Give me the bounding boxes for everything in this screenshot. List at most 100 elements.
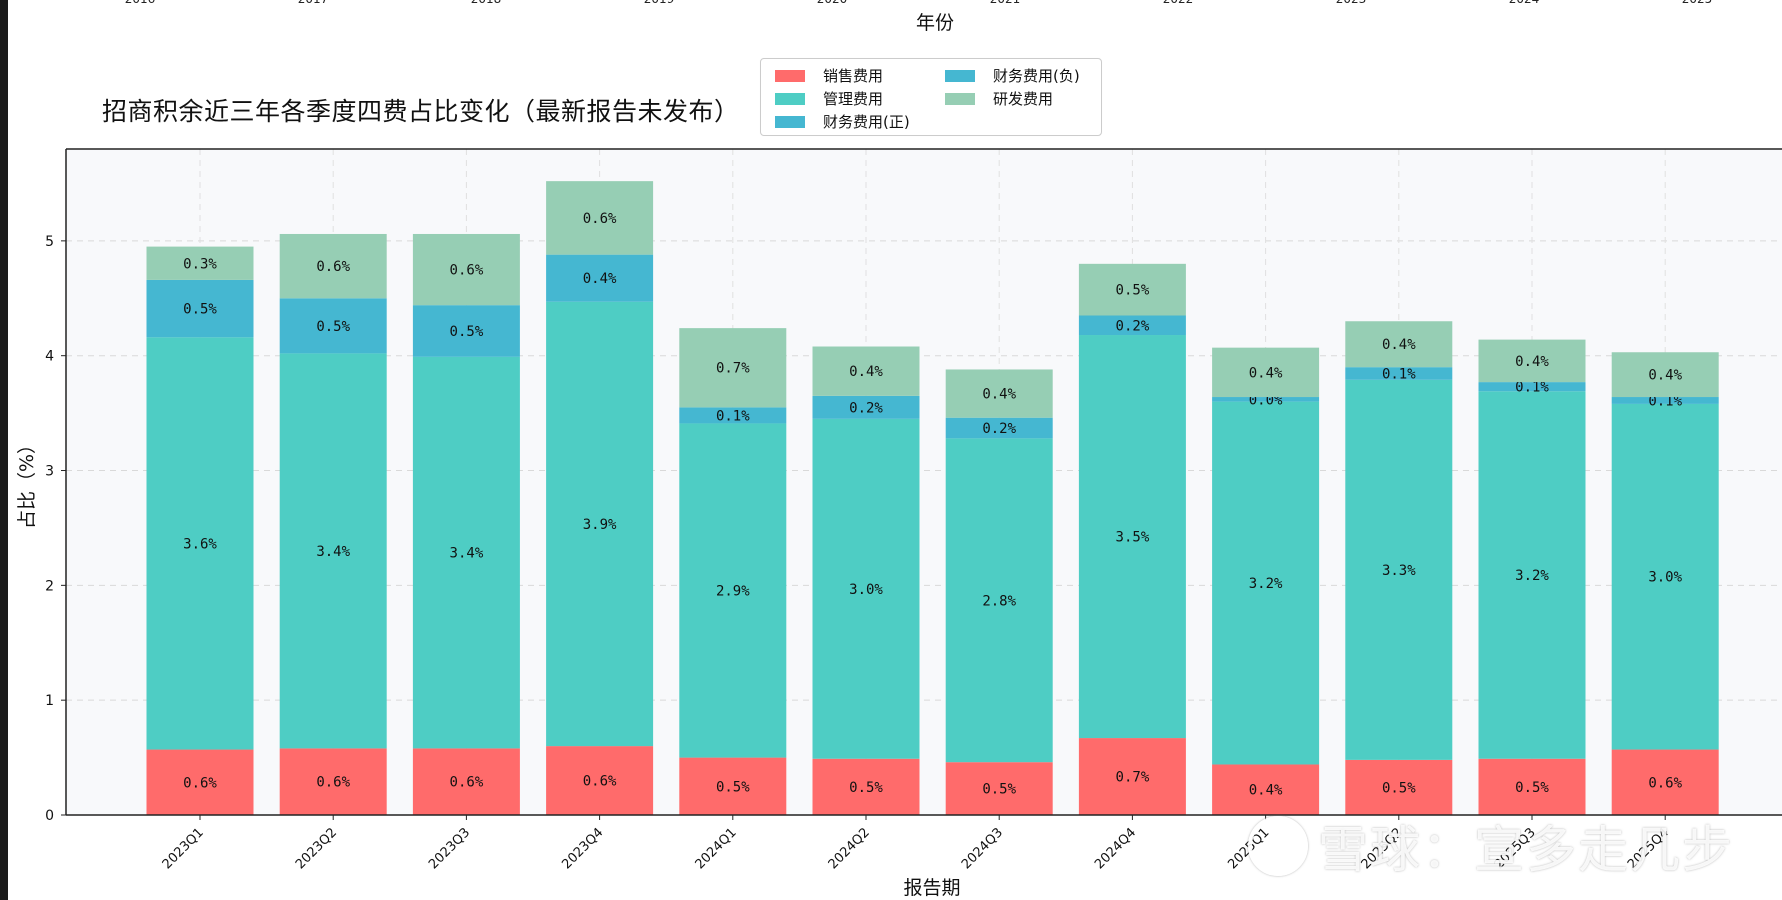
bar-segment: [945, 417, 1053, 439]
data-label: 0.7%: [1116, 770, 1150, 786]
bar-segment: [279, 748, 387, 815]
data-label: 3.0%: [849, 582, 883, 598]
data-label: 0.5%: [183, 302, 217, 318]
data-label: 0.5%: [1382, 780, 1416, 796]
bar-segment: [146, 337, 254, 750]
bar-segment: [1478, 758, 1586, 815]
bar-segment: [412, 305, 520, 357]
y-axis-label: 占比（%）: [16, 435, 38, 529]
data-label: 0.1%: [1515, 380, 1549, 396]
data-label: 3.4%: [316, 544, 350, 560]
data-label: 0.1%: [1382, 366, 1416, 382]
bar-segment: [812, 758, 920, 815]
watermark: 雪球：宣多走几步: [1248, 810, 1734, 882]
bar-segment: [1212, 764, 1320, 815]
prev-tick-label: 2022: [1163, 0, 1194, 6]
legend-entry-finance-negative: 财务费用(负): [945, 65, 1080, 86]
bar-segment: [679, 328, 787, 408]
bar-segment: [1345, 759, 1453, 815]
bar-segment: [1078, 263, 1186, 316]
x-tick-label: 2023Q2: [293, 825, 340, 872]
bar-segment: [1345, 379, 1453, 760]
bar-segment: [279, 353, 387, 749]
data-label: 3.3%: [1382, 563, 1416, 579]
prev-tick-label: 2025: [1682, 0, 1713, 6]
x-tick-label: 2024Q4: [1092, 825, 1139, 872]
bar-segment: [1611, 749, 1719, 815]
bar-segment: [1478, 391, 1586, 759]
data-label: 0.4%: [849, 364, 883, 380]
legend-label: 财务费用(负): [993, 67, 1080, 85]
data-label: 0.6%: [1648, 775, 1682, 791]
data-label: 0.4%: [1249, 365, 1283, 381]
bar-segment: [1078, 335, 1186, 739]
data-label: 3.6%: [183, 536, 217, 552]
data-label: 0.4%: [1249, 783, 1283, 799]
window-edge: [0, 0, 8, 900]
bar-segment: [1078, 738, 1186, 815]
x-tick-label: 2024Q3: [959, 825, 1006, 872]
data-label: 0.2%: [982, 421, 1016, 437]
data-label: 0.6%: [183, 775, 217, 791]
data-label: 0.5%: [849, 780, 883, 796]
prev-x-axis-label: 年份: [915, 12, 955, 34]
legend-label: 财务费用(正): [823, 113, 910, 131]
bar-segment: [279, 233, 387, 299]
bar-segment: [1345, 321, 1453, 368]
bar-segment: [945, 438, 1053, 763]
x-axis-label: 报告期: [903, 877, 960, 899]
bar-segment: [546, 181, 654, 255]
bar-segment: [945, 369, 1053, 418]
legend-swatch: [775, 115, 805, 128]
x-tick-label: 2023Q1: [160, 825, 207, 872]
legend-label: 销售费用: [823, 67, 884, 85]
data-label: 0.6%: [316, 775, 350, 791]
legend-entry-admin: 管理费用: [775, 88, 883, 109]
data-label: 0.2%: [1116, 318, 1150, 334]
y-tick-label: 4: [45, 349, 54, 365]
data-label: 0.3%: [183, 256, 217, 272]
bar-segment: [1611, 403, 1719, 750]
prev-tick-label: 2018: [471, 0, 502, 6]
legend-entry-sales: 销售费用: [775, 65, 883, 86]
watermark-text: 雪球：宣多走几步: [1318, 821, 1734, 879]
bar-segment: [1478, 339, 1586, 383]
bar-segment: [679, 757, 787, 815]
prev-tick-label: 2023: [1336, 0, 1367, 6]
bar-segment: [1345, 367, 1453, 380]
data-label: 3.0%: [1648, 570, 1682, 586]
data-label: 0.5%: [1116, 283, 1150, 299]
prev-tick-label: 2017: [298, 0, 329, 6]
x-tick-label: 2024Q2: [826, 825, 873, 872]
data-label: 2.8%: [982, 593, 1016, 609]
bar-segment: [546, 254, 654, 302]
data-label: 0.5%: [316, 319, 350, 335]
bar-segment: [812, 395, 920, 419]
data-label: 0.6%: [583, 774, 617, 790]
bar-segment: [279, 298, 387, 354]
data-label: 3.2%: [1515, 568, 1549, 584]
data-label: 0.1%: [716, 408, 750, 424]
chart-legend: 销售费用 管理费用 财务费用(正) 财务费用(负) 研发费用: [760, 58, 1102, 136]
legend-entry-finance-positive: 财务费用(正): [775, 111, 910, 132]
bar-segment: [679, 423, 787, 758]
bar-segment: [146, 246, 254, 280]
legend-swatch: [775, 92, 805, 105]
bar-segment: [146, 749, 254, 815]
bar-segment: [812, 418, 920, 759]
prev-tick-label: 2016: [125, 0, 156, 6]
prev-tick-label: 2020: [817, 0, 848, 6]
bar-segment: [412, 233, 520, 306]
data-label: 2.9%: [716, 584, 750, 600]
bar-segment: [1611, 397, 1719, 404]
data-label: 0.4%: [583, 271, 617, 287]
data-label: 0.6%: [450, 263, 484, 279]
legend-entry-rnd: 研发费用: [945, 88, 1053, 109]
data-label: 0.4%: [1382, 337, 1416, 353]
legend-swatch: [775, 69, 805, 82]
chart-title: 招商积余近三年各季度四费占比变化（最新报告未发布）: [102, 97, 740, 126]
data-label: 0.7%: [716, 361, 750, 377]
data-label: 0.1%: [1648, 393, 1682, 409]
bar-segment: [1212, 347, 1320, 398]
